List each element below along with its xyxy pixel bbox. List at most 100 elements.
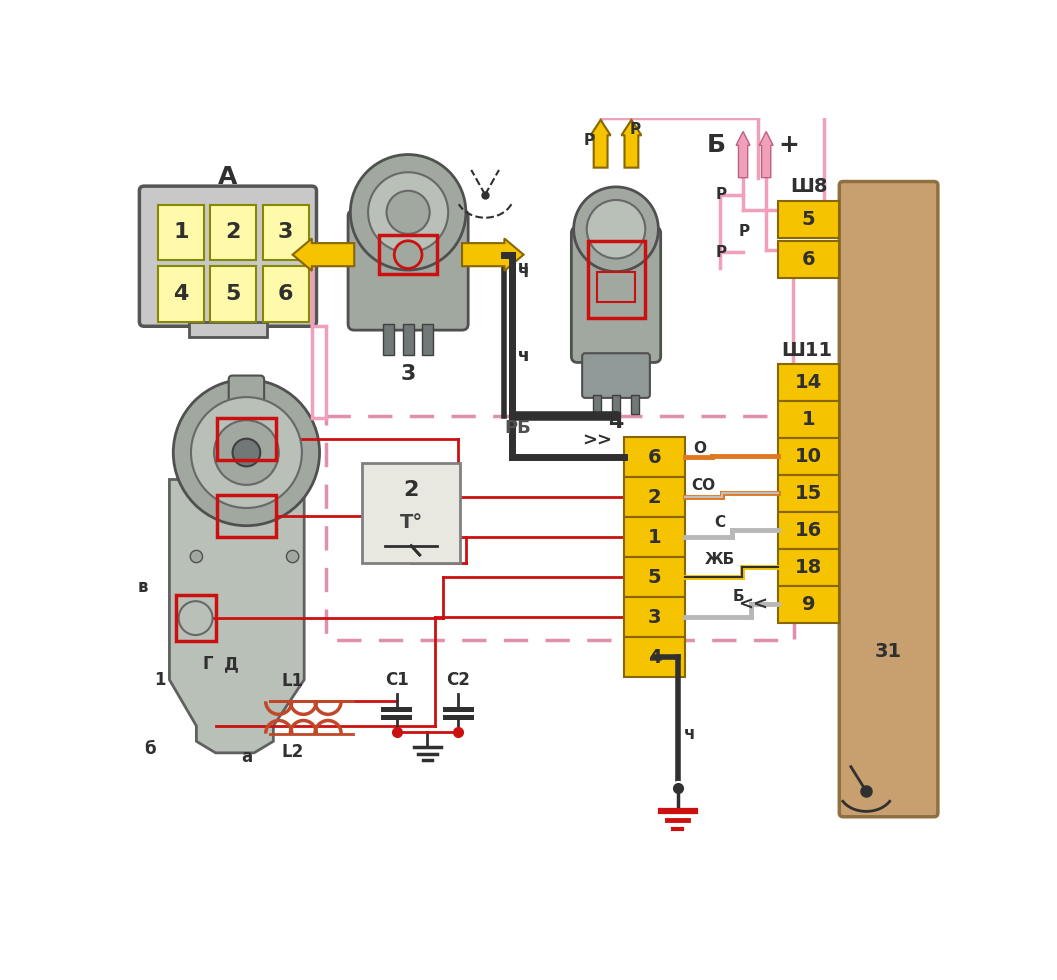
Text: Ш8: Ш8 [790, 177, 828, 196]
Text: 1: 1 [173, 222, 189, 242]
Bar [778, 401, 839, 438]
Bar [624, 437, 685, 477]
Bar [443, 708, 474, 712]
FancyArrow shape [759, 131, 773, 177]
Text: С: С [715, 515, 725, 530]
Bar [597, 271, 635, 303]
Text: 4: 4 [609, 412, 624, 432]
Text: б: б [145, 740, 156, 758]
Bar [624, 517, 685, 558]
Bar [631, 395, 639, 414]
Bar [778, 364, 839, 401]
Text: Р: Р [630, 122, 641, 136]
Text: 10: 10 [795, 447, 822, 465]
Text: Р: Р [716, 187, 727, 202]
Text: 14: 14 [795, 373, 822, 392]
Bar [403, 324, 413, 355]
Circle shape [233, 439, 260, 466]
Text: 31: 31 [875, 643, 903, 662]
Text: +: + [779, 132, 800, 157]
Text: 5: 5 [225, 284, 241, 304]
Text: 3: 3 [401, 364, 415, 384]
Text: 16: 16 [795, 520, 822, 540]
Circle shape [215, 420, 279, 485]
Text: Р: Р [583, 133, 595, 148]
Bar [210, 267, 257, 321]
Text: ч: ч [518, 259, 528, 276]
Circle shape [190, 551, 203, 563]
Circle shape [587, 200, 645, 259]
Bar [778, 549, 839, 586]
Bar [384, 324, 394, 355]
Bar [778, 201, 839, 238]
Text: А: А [218, 165, 238, 189]
FancyArrow shape [622, 120, 642, 168]
Text: 18: 18 [795, 558, 822, 577]
FancyBboxPatch shape [839, 181, 938, 816]
Bar [624, 477, 685, 517]
Text: ч: ч [684, 724, 696, 743]
Bar [624, 598, 685, 637]
Text: ч: ч [518, 347, 528, 366]
Bar [624, 558, 685, 598]
Bar [217, 495, 276, 537]
Text: C1: C1 [385, 670, 408, 689]
Bar [588, 241, 645, 318]
Text: 9: 9 [802, 595, 815, 613]
Text: Б: Б [707, 132, 725, 157]
Circle shape [574, 187, 659, 271]
Text: ч: ч [518, 347, 528, 366]
Circle shape [191, 397, 302, 508]
FancyArrow shape [591, 120, 611, 168]
Text: Р: Р [716, 245, 727, 260]
Text: Д: Д [224, 656, 239, 673]
Bar [593, 395, 600, 414]
Bar [422, 324, 432, 355]
Bar [443, 715, 474, 719]
Text: 1: 1 [801, 410, 815, 429]
Bar [378, 235, 438, 274]
Bar [210, 205, 257, 260]
Text: 2: 2 [225, 222, 241, 242]
FancyBboxPatch shape [348, 210, 468, 330]
Circle shape [387, 191, 430, 234]
Bar [382, 715, 412, 719]
Text: <<: << [739, 595, 768, 613]
Bar [217, 417, 276, 461]
Circle shape [350, 155, 466, 270]
Text: L1: L1 [281, 672, 303, 690]
Text: РБ: РБ [504, 419, 531, 437]
Bar [778, 512, 839, 549]
FancyArrow shape [736, 131, 750, 177]
Bar [778, 438, 839, 475]
FancyArrow shape [462, 238, 523, 270]
FancyBboxPatch shape [572, 227, 661, 363]
Text: 15: 15 [795, 484, 822, 503]
Text: 2: 2 [404, 479, 419, 500]
Bar [382, 708, 412, 712]
Text: СО: СО [691, 478, 716, 493]
Text: 6: 6 [801, 250, 815, 269]
Text: ч: ч [518, 263, 528, 280]
Text: ЖБ: ЖБ [705, 552, 736, 567]
Text: C2: C2 [446, 670, 470, 689]
Text: 6: 6 [648, 448, 662, 466]
Text: 4: 4 [648, 648, 662, 666]
Text: 3: 3 [648, 608, 662, 627]
Polygon shape [169, 479, 304, 753]
Text: Ш11: Ш11 [781, 341, 833, 360]
Text: в: в [137, 578, 148, 596]
Bar [188, 321, 267, 337]
Bar [262, 205, 309, 260]
Circle shape [368, 172, 448, 252]
FancyBboxPatch shape [228, 375, 264, 411]
Bar [612, 395, 619, 414]
Bar [157, 205, 204, 260]
Bar [624, 637, 685, 677]
Text: 1: 1 [154, 670, 166, 689]
Text: Б: Б [733, 589, 744, 604]
Bar [778, 475, 839, 512]
Text: 5: 5 [648, 567, 662, 587]
FancyBboxPatch shape [582, 353, 650, 398]
Text: Г: Г [203, 656, 214, 673]
